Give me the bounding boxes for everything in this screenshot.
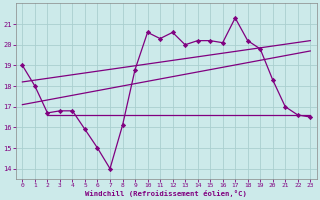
X-axis label: Windchill (Refroidissement éolien,°C): Windchill (Refroidissement éolien,°C) [85, 190, 247, 197]
